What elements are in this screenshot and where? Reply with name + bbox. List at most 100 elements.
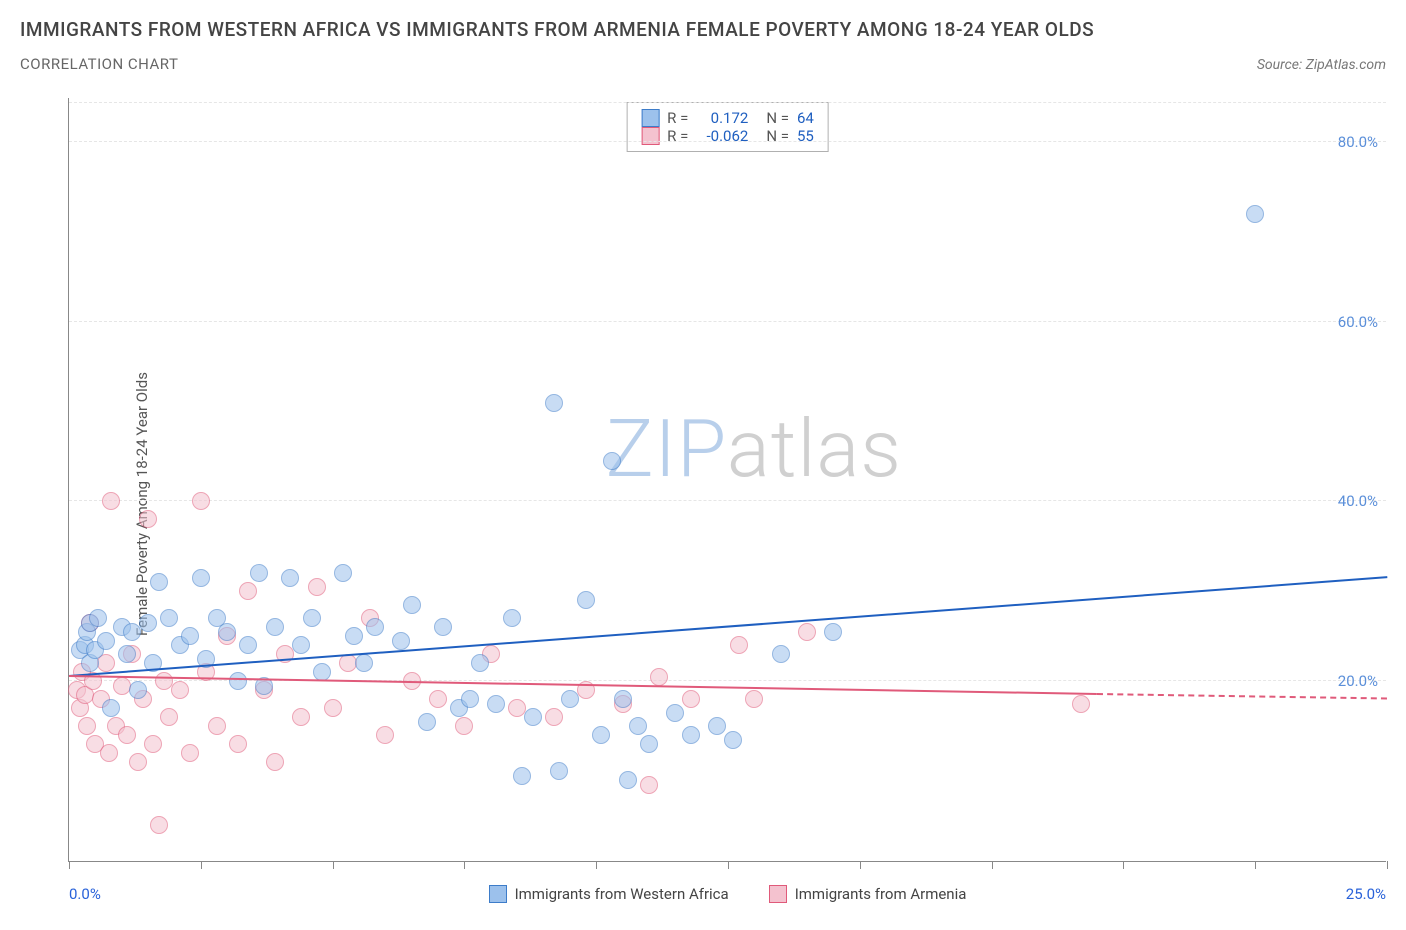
scatter-point bbox=[192, 569, 210, 587]
scatter-point bbox=[324, 699, 342, 717]
subtitle-row: CORRELATION CHART Source: ZipAtlas.com bbox=[20, 55, 1386, 73]
scatter-point bbox=[250, 564, 268, 582]
scatter-point bbox=[218, 623, 236, 641]
scatter-point bbox=[150, 816, 168, 834]
legend-n-label: N = bbox=[766, 127, 789, 145]
legend-r-value: 0.172 bbox=[696, 109, 748, 127]
scatter-point bbox=[550, 762, 568, 780]
scatter-point bbox=[366, 618, 384, 636]
scatter-point bbox=[461, 690, 479, 708]
scatter-point bbox=[455, 717, 473, 735]
legend-n-value: 64 bbox=[797, 109, 814, 127]
scatter-point bbox=[1072, 695, 1090, 713]
x-tick bbox=[992, 861, 993, 869]
scatter-point bbox=[266, 753, 284, 771]
scatter-point bbox=[592, 726, 610, 744]
scatter-point bbox=[229, 735, 247, 753]
scatter-point bbox=[355, 654, 373, 672]
legend-swatch bbox=[489, 885, 507, 903]
legend-swatch bbox=[641, 109, 659, 127]
scatter-point bbox=[129, 681, 147, 699]
x-tick bbox=[596, 861, 597, 869]
bottom-legend-label: Immigrants from Western Africa bbox=[515, 885, 729, 903]
chart-area: Female Poverty Among 18-24 Year Olds ZIP… bbox=[20, 98, 1386, 910]
scatter-point bbox=[345, 627, 363, 645]
scatter-point bbox=[487, 695, 505, 713]
bottom-legend-item: Immigrants from Armenia bbox=[769, 885, 967, 903]
legend-r-label: R = bbox=[667, 127, 688, 145]
scatter-point bbox=[239, 582, 257, 600]
bottom-legend-label: Immigrants from Armenia bbox=[795, 885, 967, 903]
scatter-point bbox=[118, 726, 136, 744]
y-tick-label: 60.0% bbox=[1338, 313, 1378, 331]
scatter-point bbox=[503, 609, 521, 627]
watermark-atlas: atlas bbox=[727, 402, 902, 496]
legend-swatch bbox=[769, 885, 787, 903]
scatter-point bbox=[376, 726, 394, 744]
header: IMMIGRANTS FROM WESTERN AFRICA VS IMMIGR… bbox=[0, 0, 1406, 73]
source-label: Source: ZipAtlas.com bbox=[1257, 57, 1386, 73]
x-tick bbox=[333, 861, 334, 869]
x-tick bbox=[1387, 861, 1388, 869]
gridline bbox=[69, 102, 1386, 103]
scatter-point bbox=[229, 672, 247, 690]
scatter-point bbox=[730, 636, 748, 654]
x-axis-label: 0.0% bbox=[69, 885, 101, 903]
bottom-legend: Immigrants from Western Africa Immigrants… bbox=[69, 885, 1386, 903]
scatter-point bbox=[102, 492, 120, 510]
scatter-point bbox=[102, 699, 120, 717]
scatter-point bbox=[708, 717, 726, 735]
trend-line bbox=[1097, 693, 1387, 699]
legend-row: R = -0.062 N = 55 bbox=[641, 127, 814, 145]
scatter-point bbox=[403, 596, 421, 614]
scatter-point bbox=[97, 632, 115, 650]
scatter-point bbox=[292, 636, 310, 654]
scatter-point bbox=[824, 623, 842, 641]
scatter-point bbox=[577, 591, 595, 609]
scatter-point bbox=[181, 744, 199, 762]
x-tick bbox=[464, 861, 465, 869]
scatter-point bbox=[171, 681, 189, 699]
legend-n-label: N = bbox=[766, 109, 789, 127]
scatter-point bbox=[682, 690, 700, 708]
scatter-point bbox=[724, 731, 742, 749]
scatter-point bbox=[545, 708, 563, 726]
legend-row: R = 0.172 N = 64 bbox=[641, 109, 814, 127]
legend-r-value: -0.062 bbox=[696, 127, 748, 145]
scatter-point bbox=[160, 708, 178, 726]
y-tick-label: 40.0% bbox=[1338, 492, 1378, 510]
gridline bbox=[69, 141, 1386, 142]
scatter-point bbox=[129, 753, 147, 771]
scatter-point bbox=[640, 776, 658, 794]
scatter-point bbox=[118, 645, 136, 663]
scatter-point bbox=[745, 690, 763, 708]
watermark: ZIPatlas bbox=[606, 402, 902, 496]
legend-n-value: 55 bbox=[797, 127, 814, 145]
scatter-point bbox=[619, 771, 637, 789]
scatter-point bbox=[429, 690, 447, 708]
legend-r-label: R = bbox=[667, 109, 688, 127]
scatter-point bbox=[772, 645, 790, 663]
gridline bbox=[69, 321, 1386, 322]
scatter-point bbox=[239, 636, 257, 654]
y-tick-label: 20.0% bbox=[1338, 672, 1378, 690]
scatter-point bbox=[139, 614, 157, 632]
scatter-point bbox=[308, 578, 326, 596]
scatter-point bbox=[266, 618, 284, 636]
scatter-point bbox=[1246, 205, 1264, 223]
scatter-point bbox=[78, 717, 96, 735]
scatter-point bbox=[650, 668, 668, 686]
scatter-point bbox=[561, 690, 579, 708]
x-axis-label: 25.0% bbox=[1346, 885, 1386, 903]
y-tick-label: 80.0% bbox=[1338, 133, 1378, 151]
x-tick bbox=[1123, 861, 1124, 869]
bottom-legend-item: Immigrants from Western Africa bbox=[489, 885, 729, 903]
scatter-point bbox=[471, 654, 489, 672]
chart-title: IMMIGRANTS FROM WESTERN AFRICA VS IMMIGR… bbox=[20, 18, 1386, 41]
scatter-point bbox=[603, 452, 621, 470]
scatter-point bbox=[292, 708, 310, 726]
x-tick bbox=[860, 861, 861, 869]
scatter-point bbox=[614, 690, 632, 708]
x-tick bbox=[69, 861, 70, 869]
watermark-zip: ZIP bbox=[606, 402, 727, 496]
